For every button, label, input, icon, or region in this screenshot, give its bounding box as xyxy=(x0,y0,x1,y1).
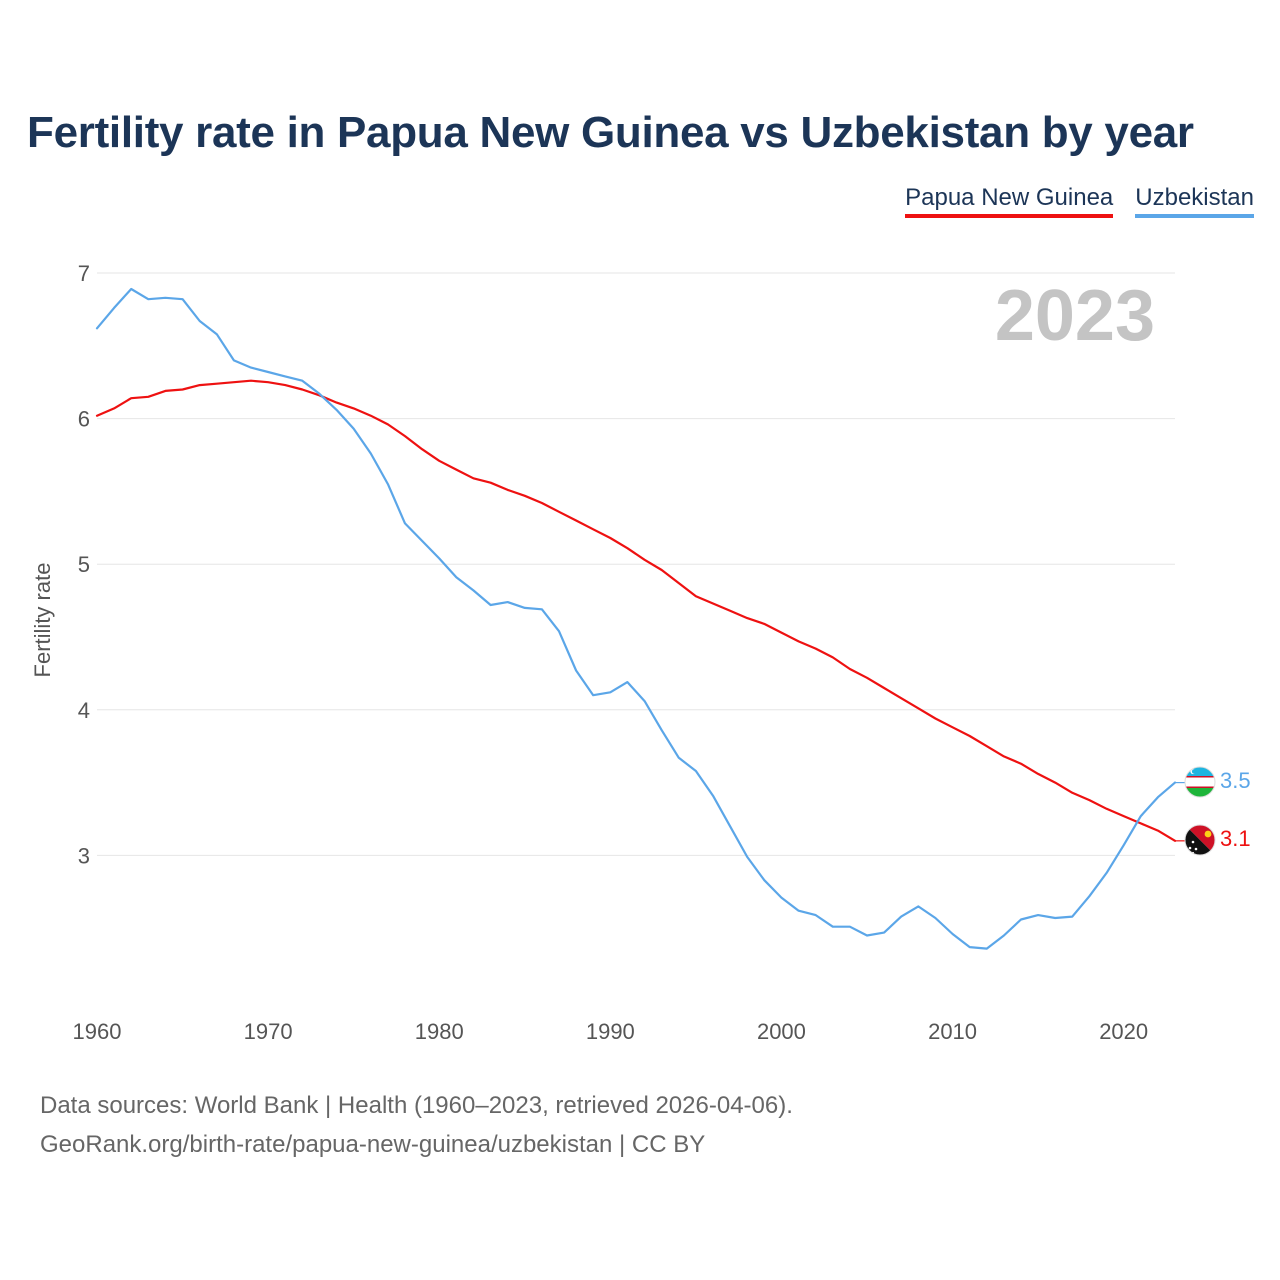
x-tick-label: 1970 xyxy=(244,1019,293,1044)
year-overlay: 2023 xyxy=(995,276,1155,356)
y-tick-label: 4 xyxy=(78,698,90,723)
chart-title: Fertility rate in Papua New Guinea vs Uz… xyxy=(27,108,1194,157)
y-tick-label: 3 xyxy=(78,843,90,868)
x-tick-label: 2010 xyxy=(928,1019,977,1044)
papua-new-guinea-flag-icon xyxy=(1184,824,1216,856)
y-tick-label: 6 xyxy=(78,407,90,432)
legend: Papua New Guinea Uzbekistan xyxy=(905,184,1254,218)
y-tick-label: 5 xyxy=(78,552,90,577)
x-tick-label: 2020 xyxy=(1099,1019,1148,1044)
footer-source: Data sources: World Bank | Health (1960–… xyxy=(40,1092,793,1119)
legend-item-papua-new-guinea[interactable]: Papua New Guinea xyxy=(905,184,1114,218)
y-tick-label: 7 xyxy=(78,261,90,286)
legend-item-uzbekistan[interactable]: Uzbekistan xyxy=(1135,184,1254,218)
footer-link[interactable]: GeoRank.org/birth-rate/papua-new-guinea/… xyxy=(40,1131,706,1158)
x-tick-label: 1990 xyxy=(586,1019,635,1044)
end-value-label-uzbekistan: 3.5 xyxy=(1220,768,1251,793)
uzbekistan-flag-icon xyxy=(1184,766,1216,798)
x-tick-label: 1980 xyxy=(415,1019,464,1044)
series-line-uzb[interactable] xyxy=(95,287,1177,950)
series-lines xyxy=(95,287,1186,950)
gridlines xyxy=(97,272,1175,856)
series-line-png[interactable] xyxy=(95,379,1177,842)
footer: Data sources: World Bank | Health (1960–… xyxy=(40,1086,793,1164)
x-axis-ticks: 1960 1970 1980 1990 2000 2010 2020 xyxy=(73,1019,1149,1044)
end-value-label-papua-new-guinea: 3.1 xyxy=(1220,826,1251,851)
x-tick-label: 2000 xyxy=(757,1019,806,1044)
x-tick-label: 1960 xyxy=(73,1019,122,1044)
y-axis-ticks: 3 4 5 6 7 xyxy=(78,261,90,868)
y-axis-title: Fertility rate xyxy=(30,563,55,678)
